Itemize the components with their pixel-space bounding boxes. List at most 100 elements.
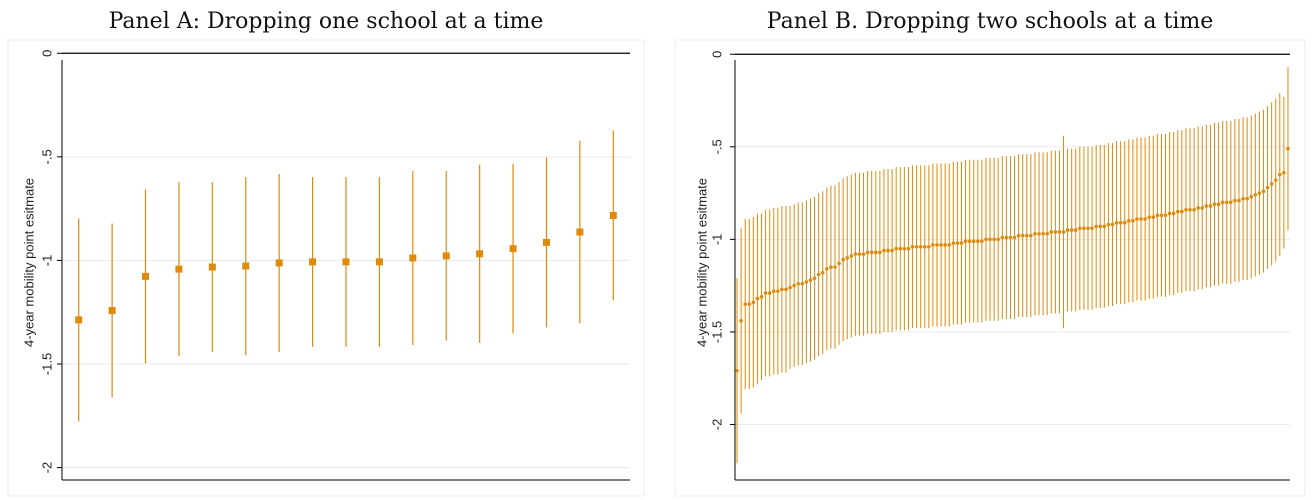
point bbox=[861, 252, 866, 256]
point bbox=[812, 276, 817, 281]
point bbox=[509, 245, 517, 253]
point bbox=[857, 252, 862, 256]
point bbox=[1188, 207, 1192, 212]
point bbox=[898, 246, 903, 251]
point bbox=[882, 248, 886, 253]
panel-frame bbox=[674, 39, 1306, 497]
point bbox=[1106, 222, 1111, 227]
point bbox=[1241, 196, 1245, 201]
point bbox=[784, 287, 788, 292]
point bbox=[816, 272, 821, 277]
point bbox=[1078, 226, 1082, 231]
point bbox=[865, 250, 870, 255]
point bbox=[943, 243, 947, 247]
point bbox=[1245, 196, 1249, 201]
panel-frame bbox=[7, 39, 645, 497]
point bbox=[1200, 206, 1205, 210]
point bbox=[820, 270, 825, 275]
point bbox=[375, 258, 383, 266]
y-tick-label: 0 bbox=[39, 50, 54, 57]
y-axis-label: 4-year mobility point esitmate bbox=[694, 178, 709, 347]
point bbox=[1139, 217, 1143, 221]
point bbox=[833, 265, 837, 269]
point bbox=[906, 246, 911, 251]
point bbox=[751, 300, 756, 305]
point bbox=[1049, 230, 1054, 234]
point bbox=[1220, 200, 1225, 205]
point bbox=[1163, 213, 1168, 218]
point bbox=[927, 244, 931, 249]
point bbox=[1041, 232, 1045, 236]
point bbox=[1090, 226, 1094, 231]
point bbox=[275, 259, 283, 267]
y-tick-label: -1.5 bbox=[709, 321, 724, 343]
point bbox=[1061, 230, 1066, 234]
point bbox=[1175, 209, 1180, 214]
point bbox=[947, 243, 952, 247]
point bbox=[1261, 189, 1266, 194]
point bbox=[763, 291, 768, 295]
point bbox=[1024, 233, 1029, 238]
point bbox=[1212, 202, 1217, 206]
point bbox=[808, 278, 813, 282]
point bbox=[792, 283, 796, 288]
point bbox=[1029, 233, 1033, 238]
point bbox=[996, 237, 1001, 242]
point bbox=[1037, 232, 1041, 236]
point bbox=[845, 256, 850, 260]
point bbox=[894, 246, 898, 251]
point bbox=[988, 237, 992, 242]
point bbox=[910, 244, 915, 249]
point bbox=[1282, 170, 1286, 175]
point bbox=[1114, 220, 1119, 225]
point bbox=[1065, 228, 1070, 232]
point bbox=[108, 307, 116, 315]
point bbox=[1196, 206, 1200, 210]
point bbox=[1273, 178, 1278, 182]
point bbox=[1147, 215, 1152, 219]
point bbox=[1110, 222, 1115, 227]
point bbox=[1045, 232, 1049, 236]
y-tick-label: -1 bbox=[39, 255, 54, 267]
point bbox=[939, 243, 943, 247]
point bbox=[800, 281, 805, 286]
point bbox=[1192, 207, 1196, 212]
point bbox=[175, 265, 183, 273]
point bbox=[1233, 198, 1237, 203]
point bbox=[142, 272, 150, 280]
point bbox=[980, 239, 984, 244]
point bbox=[984, 237, 988, 242]
point bbox=[878, 250, 882, 255]
y-tick-label: 0 bbox=[709, 51, 724, 58]
point bbox=[776, 289, 780, 293]
point bbox=[780, 287, 784, 292]
point bbox=[1012, 235, 1017, 240]
point bbox=[1118, 220, 1123, 225]
point bbox=[735, 368, 739, 373]
point bbox=[1184, 207, 1188, 212]
point bbox=[796, 281, 801, 286]
point bbox=[886, 248, 890, 253]
point bbox=[342, 258, 350, 266]
point bbox=[976, 239, 980, 244]
point bbox=[755, 296, 760, 301]
point bbox=[1151, 215, 1156, 219]
point bbox=[841, 257, 845, 262]
point bbox=[955, 241, 960, 245]
point bbox=[914, 244, 919, 249]
point bbox=[853, 252, 858, 256]
y-tick-label: -1 bbox=[709, 234, 724, 246]
point bbox=[1033, 232, 1037, 236]
point bbox=[1020, 233, 1025, 238]
point bbox=[1122, 220, 1127, 225]
point bbox=[992, 237, 996, 242]
point bbox=[309, 258, 317, 266]
point bbox=[922, 244, 927, 249]
point bbox=[609, 211, 617, 219]
point bbox=[409, 254, 417, 262]
point bbox=[1257, 191, 1262, 195]
y-tick-label: -1.5 bbox=[39, 353, 54, 375]
point bbox=[1127, 219, 1131, 223]
point bbox=[208, 263, 216, 271]
